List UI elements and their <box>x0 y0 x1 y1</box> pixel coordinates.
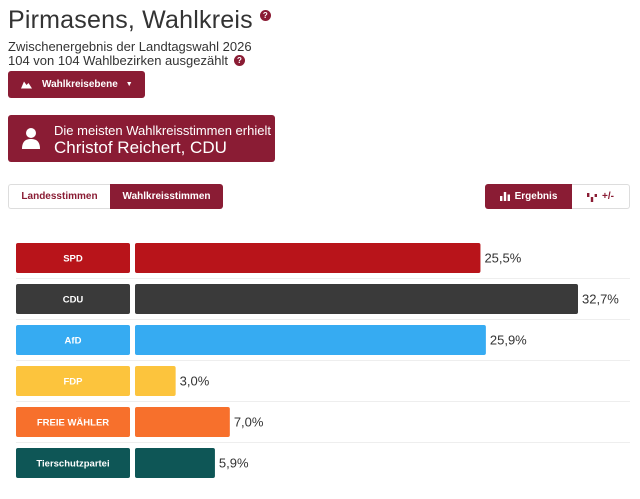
level-dropdown-label: Wahlkreisebene <box>42 79 118 90</box>
value-label-cdu: 32,7% <box>582 292 619 307</box>
counted-status: 104 von 104 Wahlbezirken ausgezählt <box>8 53 228 68</box>
party-label-freie-wähler: FREIE WÄHLER <box>37 418 109 429</box>
result-status: Zwischenergebnis der Landtagswahl 2026 <box>8 39 252 54</box>
bar-chart-icon <box>499 192 510 201</box>
party-label-spd: SPD <box>63 254 83 265</box>
party-label-cdu: CDU <box>63 295 84 306</box>
party-label-box-spd <box>16 243 130 273</box>
difference-view-label: +/- <box>602 191 614 202</box>
help-icon[interactable]: ? <box>259 10 271 21</box>
bar-fdp <box>135 366 176 396</box>
map-icon <box>21 81 32 89</box>
counted-status-row: 104 von 104 Wahlbezirken ausgezählt ? <box>8 53 245 68</box>
results-bar-chart: SPD 25,5% CDU 32,7% AfD 25,9% FDP 3,0% FREIE WÄH… <box>16 243 630 478</box>
party-label-box-fdp <box>16 366 130 396</box>
bar-freie-wähler <box>135 407 230 437</box>
result-view-button[interactable]: Ergebnis <box>485 184 572 209</box>
level-dropdown-button[interactable]: Wahlkreisebene ▼ <box>8 71 145 98</box>
party-label-fdp: FDP <box>64 377 84 388</box>
tab-wahlkreisstimmen[interactable]: Wahlkreisstimmen <box>110 184 223 209</box>
difference-view-button[interactable]: +/- <box>572 184 630 209</box>
bar-afd <box>135 325 486 355</box>
view-toggle: Ergebnis +/- <box>485 184 630 209</box>
bar-spd <box>135 243 481 273</box>
party-label-box-tierschutzpartei <box>16 448 130 478</box>
tab-landesstimmen[interactable]: Landesstimmen <box>8 184 110 209</box>
difference-chart-icon <box>587 192 598 202</box>
value-label-freie-wähler: 7,0% <box>234 415 264 430</box>
vote-type-tabs: Landesstimmen Wahlkreisstimmen <box>8 184 223 209</box>
winner-name: Christof Reichert, CDU <box>54 138 227 157</box>
title-row: Pirmasens, Wahlkreis ? <box>8 6 271 35</box>
party-label-afd: AfD <box>65 336 82 347</box>
counted-help-icon[interactable]: ? <box>233 55 245 66</box>
value-label-spd: 25,5% <box>484 251 521 266</box>
value-label-tierschutzpartei: 5,9% <box>219 456 249 471</box>
bar-tierschutzpartei <box>135 448 215 478</box>
winner-banner: Die meisten Wahlkreisstimmen erhielt Chr… <box>8 115 275 162</box>
value-label-afd: 25,9% <box>490 333 527 348</box>
party-label-box-freie-wähler <box>16 407 130 437</box>
result-view-label: Ergebnis <box>514 191 558 202</box>
chevron-down-icon: ▼ <box>125 81 133 88</box>
party-label-box-afd <box>16 325 130 355</box>
value-label-fdp: 3,0% <box>180 374 210 389</box>
party-label-box-cdu <box>16 284 130 314</box>
bar-cdu <box>135 284 578 314</box>
page-title: Pirmasens, Wahlkreis <box>8 6 253 34</box>
winner-caption: Die meisten Wahlkreisstimmen erhielt <box>54 123 271 138</box>
party-label-tierschutzpartei: Tierschutzpartei <box>36 459 109 470</box>
person-icon <box>22 128 40 149</box>
